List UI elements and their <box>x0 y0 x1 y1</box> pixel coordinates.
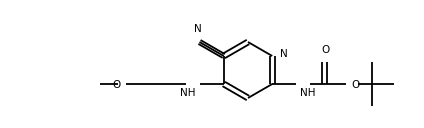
Text: N: N <box>194 24 201 34</box>
Text: O: O <box>351 80 360 90</box>
Text: O: O <box>112 80 121 90</box>
Text: N: N <box>280 49 288 59</box>
Text: NH: NH <box>300 88 316 98</box>
Text: O: O <box>321 45 329 55</box>
Text: NH: NH <box>180 88 196 98</box>
